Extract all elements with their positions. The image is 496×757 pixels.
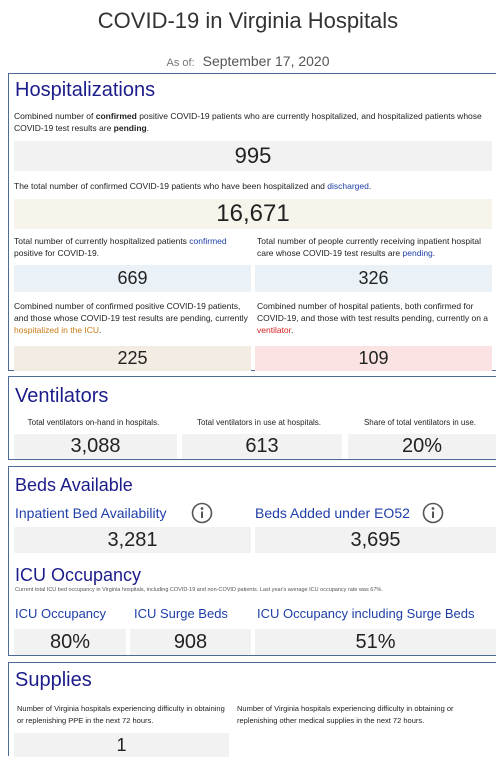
text: The total number of confirmed COVID-19 p… [14, 181, 328, 191]
value: 3,695 [255, 527, 496, 553]
description: Combined number of confirmed positive CO… [14, 110, 484, 134]
text: . [368, 181, 372, 191]
text: hospitalized in the ICU [14, 325, 100, 335]
value: 908 [130, 629, 251, 655]
info-icon[interactable] [421, 501, 445, 525]
section-title: Hospitalizations [15, 79, 156, 101]
value: 109 [255, 346, 492, 371]
value: 80% [14, 629, 126, 655]
value: 613 [182, 434, 342, 459]
value: 995 [14, 141, 492, 171]
text: confirmed [95, 111, 137, 121]
beds-section: Beds Available Inpatient Bed Availabilit… [8, 466, 496, 656]
label: ICU Surge Beds [134, 606, 228, 621]
text: Combined number of hospital patients, bo… [257, 301, 489, 323]
description: Total number of people currently receivi… [257, 235, 489, 259]
text: Combined number of [14, 111, 96, 121]
value: 16,671 [14, 199, 492, 229]
label: Inpatient Bed Availability [15, 505, 167, 521]
text: Total number of people currently receivi… [257, 236, 481, 258]
text: Total number of currently hospitalized p… [14, 236, 190, 246]
text: pending [402, 248, 433, 258]
value: 20% [348, 434, 496, 459]
note: Current total ICU bed occupancy in Virgi… [15, 587, 383, 593]
description: Number of Virginia hospitals experiencin… [237, 704, 454, 725]
section-title: Ventilators [15, 385, 109, 407]
label: Beds Added under EO52 [255, 505, 410, 521]
section-title: Supplies [15, 669, 92, 691]
value: 51% [255, 629, 496, 655]
text: . [432, 248, 436, 258]
value: 3,281 [14, 527, 251, 553]
label: Total ventilators in use at hospitals. [196, 418, 322, 427]
label: ICU Occupancy including Surge Beds [257, 606, 475, 621]
description: The total number of confirmed COVID-19 p… [14, 180, 484, 192]
text: . [146, 123, 150, 133]
info-icon[interactable] [190, 501, 214, 525]
ventilators-section: Ventilators Total ventilators on-hand in… [8, 376, 496, 460]
label: Share of total ventilators in use. [363, 418, 477, 427]
as-of-label: As of: [166, 57, 195, 69]
text: confirmed [189, 236, 227, 246]
text: . [99, 325, 102, 335]
as-of-date: September 17, 2020 [202, 53, 330, 69]
section-title: ICU Occupancy [15, 565, 142, 585]
supplies-section: Supplies Number of Virginia hospitals ex… [8, 662, 496, 757]
description: Combined number of confirmed positive CO… [14, 300, 250, 336]
page-title: COVID-19 in Virginia Hospitals [97, 8, 399, 33]
label: Total ventilators on-hand in hospitals. [27, 418, 160, 427]
description: Number of Virginia hospitals experiencin… [17, 704, 225, 725]
value: 669 [14, 265, 251, 292]
value: 1 [14, 733, 229, 757]
text: discharged [327, 181, 369, 191]
as-of: As of: September 17, 2020 [0, 53, 496, 71]
text: ventilator [257, 325, 292, 335]
description: Combined number of hospital patients, bo… [257, 300, 493, 336]
section-title: Beds Available [15, 475, 133, 495]
description: Total number of currently hospitalized p… [14, 235, 244, 259]
text: pending [113, 123, 147, 133]
text: . [291, 325, 294, 335]
text: Combined number of confirmed positive CO… [14, 301, 248, 323]
value: 3,088 [14, 434, 177, 459]
label: ICU Occupancy [15, 606, 107, 621]
value: 225 [14, 346, 251, 371]
hospitalizations-section: Hospitalizations Combined number of conf… [8, 73, 496, 371]
text: positive for COVID-19. [14, 248, 100, 258]
text: positive COVID-19 patients who are curre… [14, 111, 482, 133]
value: 326 [255, 265, 492, 292]
